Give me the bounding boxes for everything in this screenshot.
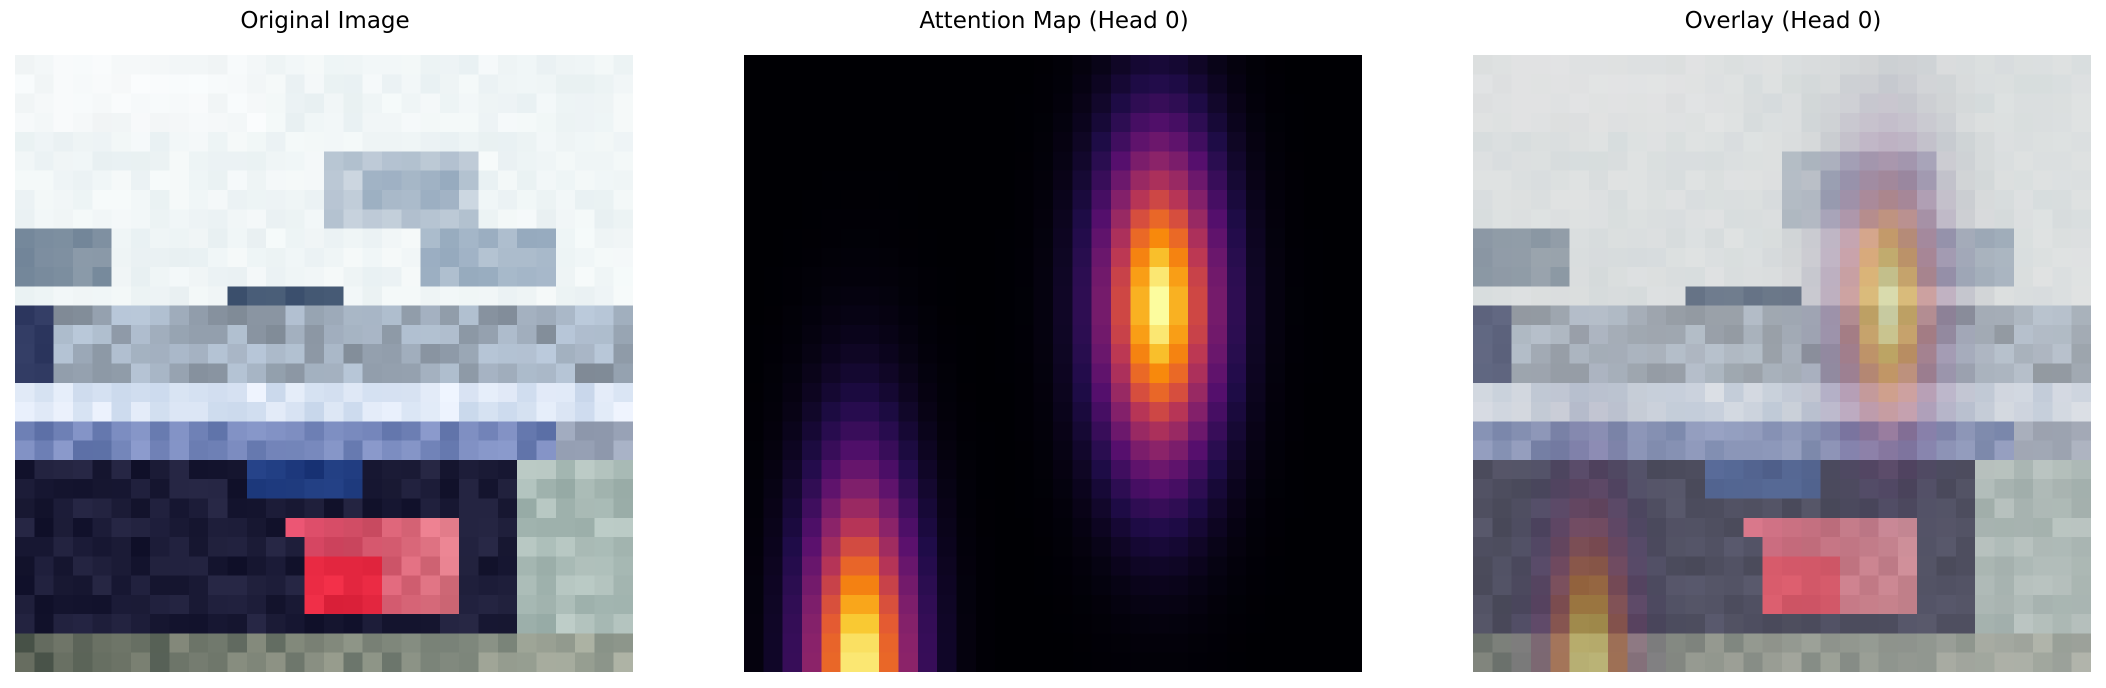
original-image-canvas [15,55,633,672]
attention-map-image [744,55,1362,672]
overlay-canvas [1473,55,2091,672]
panel-title-original: Original Image [240,8,410,34]
overlay-image [1473,55,2091,672]
attention-map-panel: Attention Map (Head 0) [744,0,1364,688]
panel-title-overlay: Overlay (Head 0) [1684,8,1882,34]
overlay-panel: Overlay (Head 0) [1473,0,2093,688]
original-image [15,55,633,672]
attention-map-canvas [744,55,1362,672]
panel-title-attention: Attention Map (Head 0) [919,8,1189,34]
original-image-panel: Original Image [15,0,635,688]
